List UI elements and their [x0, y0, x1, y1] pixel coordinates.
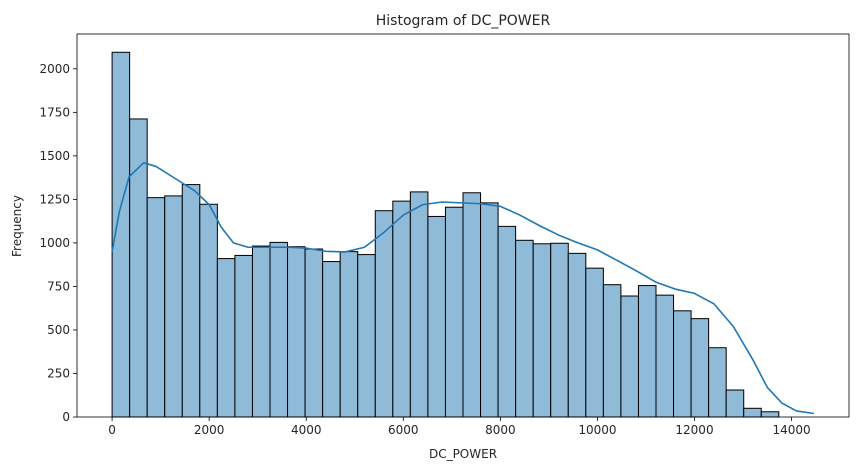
histogram-bar: [760, 411, 780, 418]
histogram-bar: [515, 239, 534, 418]
histogram-bar: [216, 258, 236, 418]
kde-line: [111, 162, 815, 415]
histogram-bar: [287, 246, 306, 418]
axes-group: [76, 33, 850, 418]
y-tick-label: 1750: [39, 105, 70, 119]
histogram-bar: [164, 195, 183, 418]
kde-group: [111, 162, 815, 415]
histogram-bar: [269, 241, 289, 418]
histogram-bar: [690, 318, 710, 418]
histogram-bar: [708, 347, 727, 418]
histogram-bar: [743, 407, 762, 418]
chart-title: Histogram of DC_POWER: [376, 13, 551, 29]
x-tick-label: 0: [108, 423, 116, 437]
y-tick-label: 500: [47, 323, 70, 337]
histogram-bar: [444, 206, 464, 418]
histogram-bar: [146, 197, 166, 418]
y-tick-label: 1500: [39, 149, 70, 163]
histogram-bar: [357, 254, 376, 418]
bars-group: [111, 51, 780, 418]
histogram-bar: [374, 210, 394, 418]
histogram-bar: [251, 245, 271, 418]
y-tick-label: 1000: [39, 236, 70, 250]
histogram-bar: [532, 243, 552, 418]
histogram-bar: [234, 254, 253, 418]
x-axis-label: DC_POWER: [429, 447, 497, 461]
histogram-bar: [339, 251, 359, 418]
histogram-bar: [322, 261, 341, 418]
histogram-bar: [304, 248, 324, 418]
histogram-bar: [602, 284, 622, 418]
histogram-bar: [567, 252, 587, 418]
histogram-bar: [655, 294, 675, 418]
y-tick-label: 250: [47, 366, 70, 380]
histogram-bar: [725, 389, 745, 418]
histogram-bar: [181, 184, 201, 418]
histogram-bar: [550, 242, 569, 418]
histogram-bar: [480, 202, 499, 418]
y-tick-label: 750: [47, 279, 70, 293]
x-tick-label: 10000: [578, 423, 616, 437]
x-tick-label: 8000: [485, 423, 516, 437]
x-tick-label: 12000: [675, 423, 713, 437]
x-tick-label: 6000: [388, 423, 419, 437]
y-tick-label: 1250: [39, 192, 70, 206]
histogram-bar: [620, 295, 639, 418]
plot-frame: [76, 33, 850, 418]
x-ticks: 0 2000 4000 6000 8000 10000 12000 14000: [108, 417, 811, 437]
histogram-bar: [462, 192, 482, 418]
histogram-bar: [673, 310, 692, 418]
histogram-bar: [427, 215, 446, 418]
y-tick-label: 0: [62, 410, 70, 424]
x-tick-label: 2000: [194, 423, 225, 437]
y-axis-label: Frequency: [10, 195, 24, 257]
histogram-bar: [199, 203, 218, 418]
x-tick-label: 14000: [772, 423, 810, 437]
histogram-bar: [585, 267, 604, 418]
histogram-bar: [409, 191, 429, 418]
y-ticks: 0 250 500 750 1000 1250 1500 1750 2000: [39, 62, 77, 424]
y-tick-label: 2000: [39, 62, 70, 76]
histogram-bar: [637, 285, 657, 418]
histogram-bar: [497, 225, 517, 418]
x-tick-label: 4000: [291, 423, 322, 437]
histogram-bar: [392, 200, 411, 418]
